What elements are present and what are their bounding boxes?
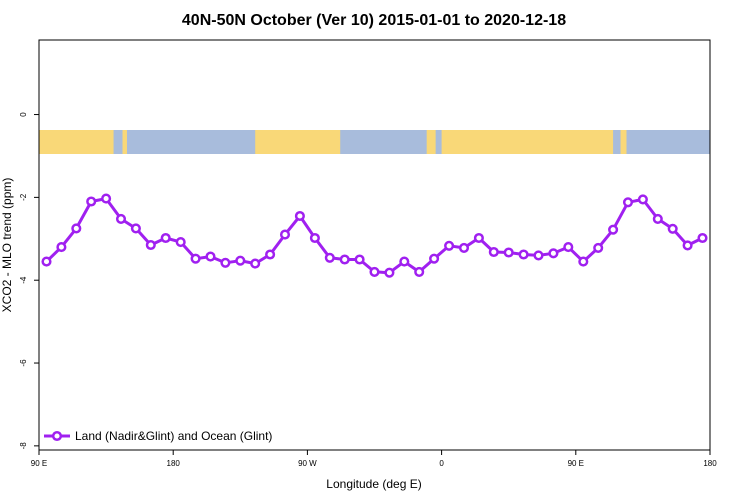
data-point bbox=[414, 266, 425, 277]
data-point bbox=[578, 256, 589, 267]
data-point bbox=[548, 248, 559, 259]
legend-label: Land (Nadir&Glint) and Ocean (Glint) bbox=[75, 429, 272, 443]
chart-title: 40N-50N October (Ver 10) 2015-01-01 to 2… bbox=[182, 12, 566, 29]
data-point bbox=[697, 232, 708, 244]
data-point bbox=[265, 249, 276, 260]
data-point bbox=[324, 252, 335, 263]
data-point bbox=[518, 249, 529, 260]
x-tick-label: 180 bbox=[167, 459, 181, 468]
data-point bbox=[115, 213, 127, 224]
data-point bbox=[384, 267, 395, 278]
y-axis: 0 -2 -4 -6 -8 bbox=[19, 112, 39, 450]
y-axis-label: XCO2 - MLO trend (ppm) bbox=[0, 178, 14, 313]
data-point bbox=[399, 256, 410, 267]
data-point bbox=[205, 251, 216, 262]
x-axis-label: Longitude (deg E) bbox=[326, 477, 421, 491]
x-tick-label: 90 E bbox=[31, 459, 47, 468]
data-point bbox=[369, 266, 380, 277]
data-point bbox=[309, 232, 320, 244]
legend: Land (Nadir&Glint) and Ocean (Glint) bbox=[44, 429, 272, 443]
x-tick-label: 180 bbox=[703, 459, 717, 468]
series-line bbox=[45, 197, 704, 275]
data-point bbox=[71, 223, 82, 234]
x-tick-label: 90 W bbox=[298, 459, 317, 468]
data-point bbox=[86, 196, 97, 207]
data-point bbox=[667, 223, 678, 234]
data-point bbox=[160, 232, 171, 244]
data-point bbox=[41, 256, 52, 267]
legend-marker bbox=[51, 430, 63, 442]
land-segment bbox=[620, 130, 627, 154]
map-strip-land bbox=[39, 130, 627, 154]
y-tick-label: -4 bbox=[19, 276, 28, 284]
data-point bbox=[56, 242, 67, 253]
data-point bbox=[488, 246, 499, 258]
x-axis: 90 E 180 90 W 0 90 E 180 bbox=[31, 450, 717, 468]
data-point bbox=[354, 254, 365, 265]
data-point bbox=[429, 253, 440, 264]
x-tick-label: 0 bbox=[439, 459, 444, 468]
data-point bbox=[637, 194, 648, 205]
data-point bbox=[608, 224, 619, 235]
data-point bbox=[593, 242, 604, 253]
map-strip bbox=[39, 130, 710, 154]
series-group bbox=[41, 193, 708, 278]
y-tick-label: -6 bbox=[19, 359, 28, 367]
data-point bbox=[235, 255, 246, 266]
land-segment bbox=[122, 130, 127, 154]
data-point bbox=[175, 237, 186, 248]
data-point bbox=[339, 254, 350, 265]
data-point bbox=[503, 247, 514, 258]
land-segment bbox=[426, 130, 436, 154]
data-point bbox=[220, 257, 231, 268]
data-point bbox=[563, 242, 574, 253]
data-point bbox=[444, 240, 455, 251]
data-point bbox=[294, 210, 305, 222]
data-point bbox=[458, 242, 470, 253]
data-point bbox=[473, 232, 484, 244]
y-tick-label: -8 bbox=[19, 442, 28, 450]
data-point bbox=[652, 213, 663, 224]
data-point bbox=[682, 240, 693, 251]
data-point bbox=[279, 229, 291, 240]
y-tick-label: -2 bbox=[19, 193, 28, 201]
land-segment bbox=[39, 130, 114, 154]
data-point bbox=[622, 197, 634, 208]
data-point bbox=[250, 258, 261, 269]
data-point bbox=[145, 239, 156, 251]
x-tick-label: 90 E bbox=[568, 459, 584, 468]
y-tick-label: 0 bbox=[19, 112, 28, 117]
land-segment bbox=[441, 130, 614, 154]
land-segment bbox=[255, 130, 341, 154]
data-point bbox=[190, 253, 201, 264]
plot-area-frame bbox=[38, 39, 711, 451]
data-point bbox=[130, 223, 141, 234]
data-point bbox=[533, 250, 544, 261]
data-point bbox=[101, 193, 112, 204]
